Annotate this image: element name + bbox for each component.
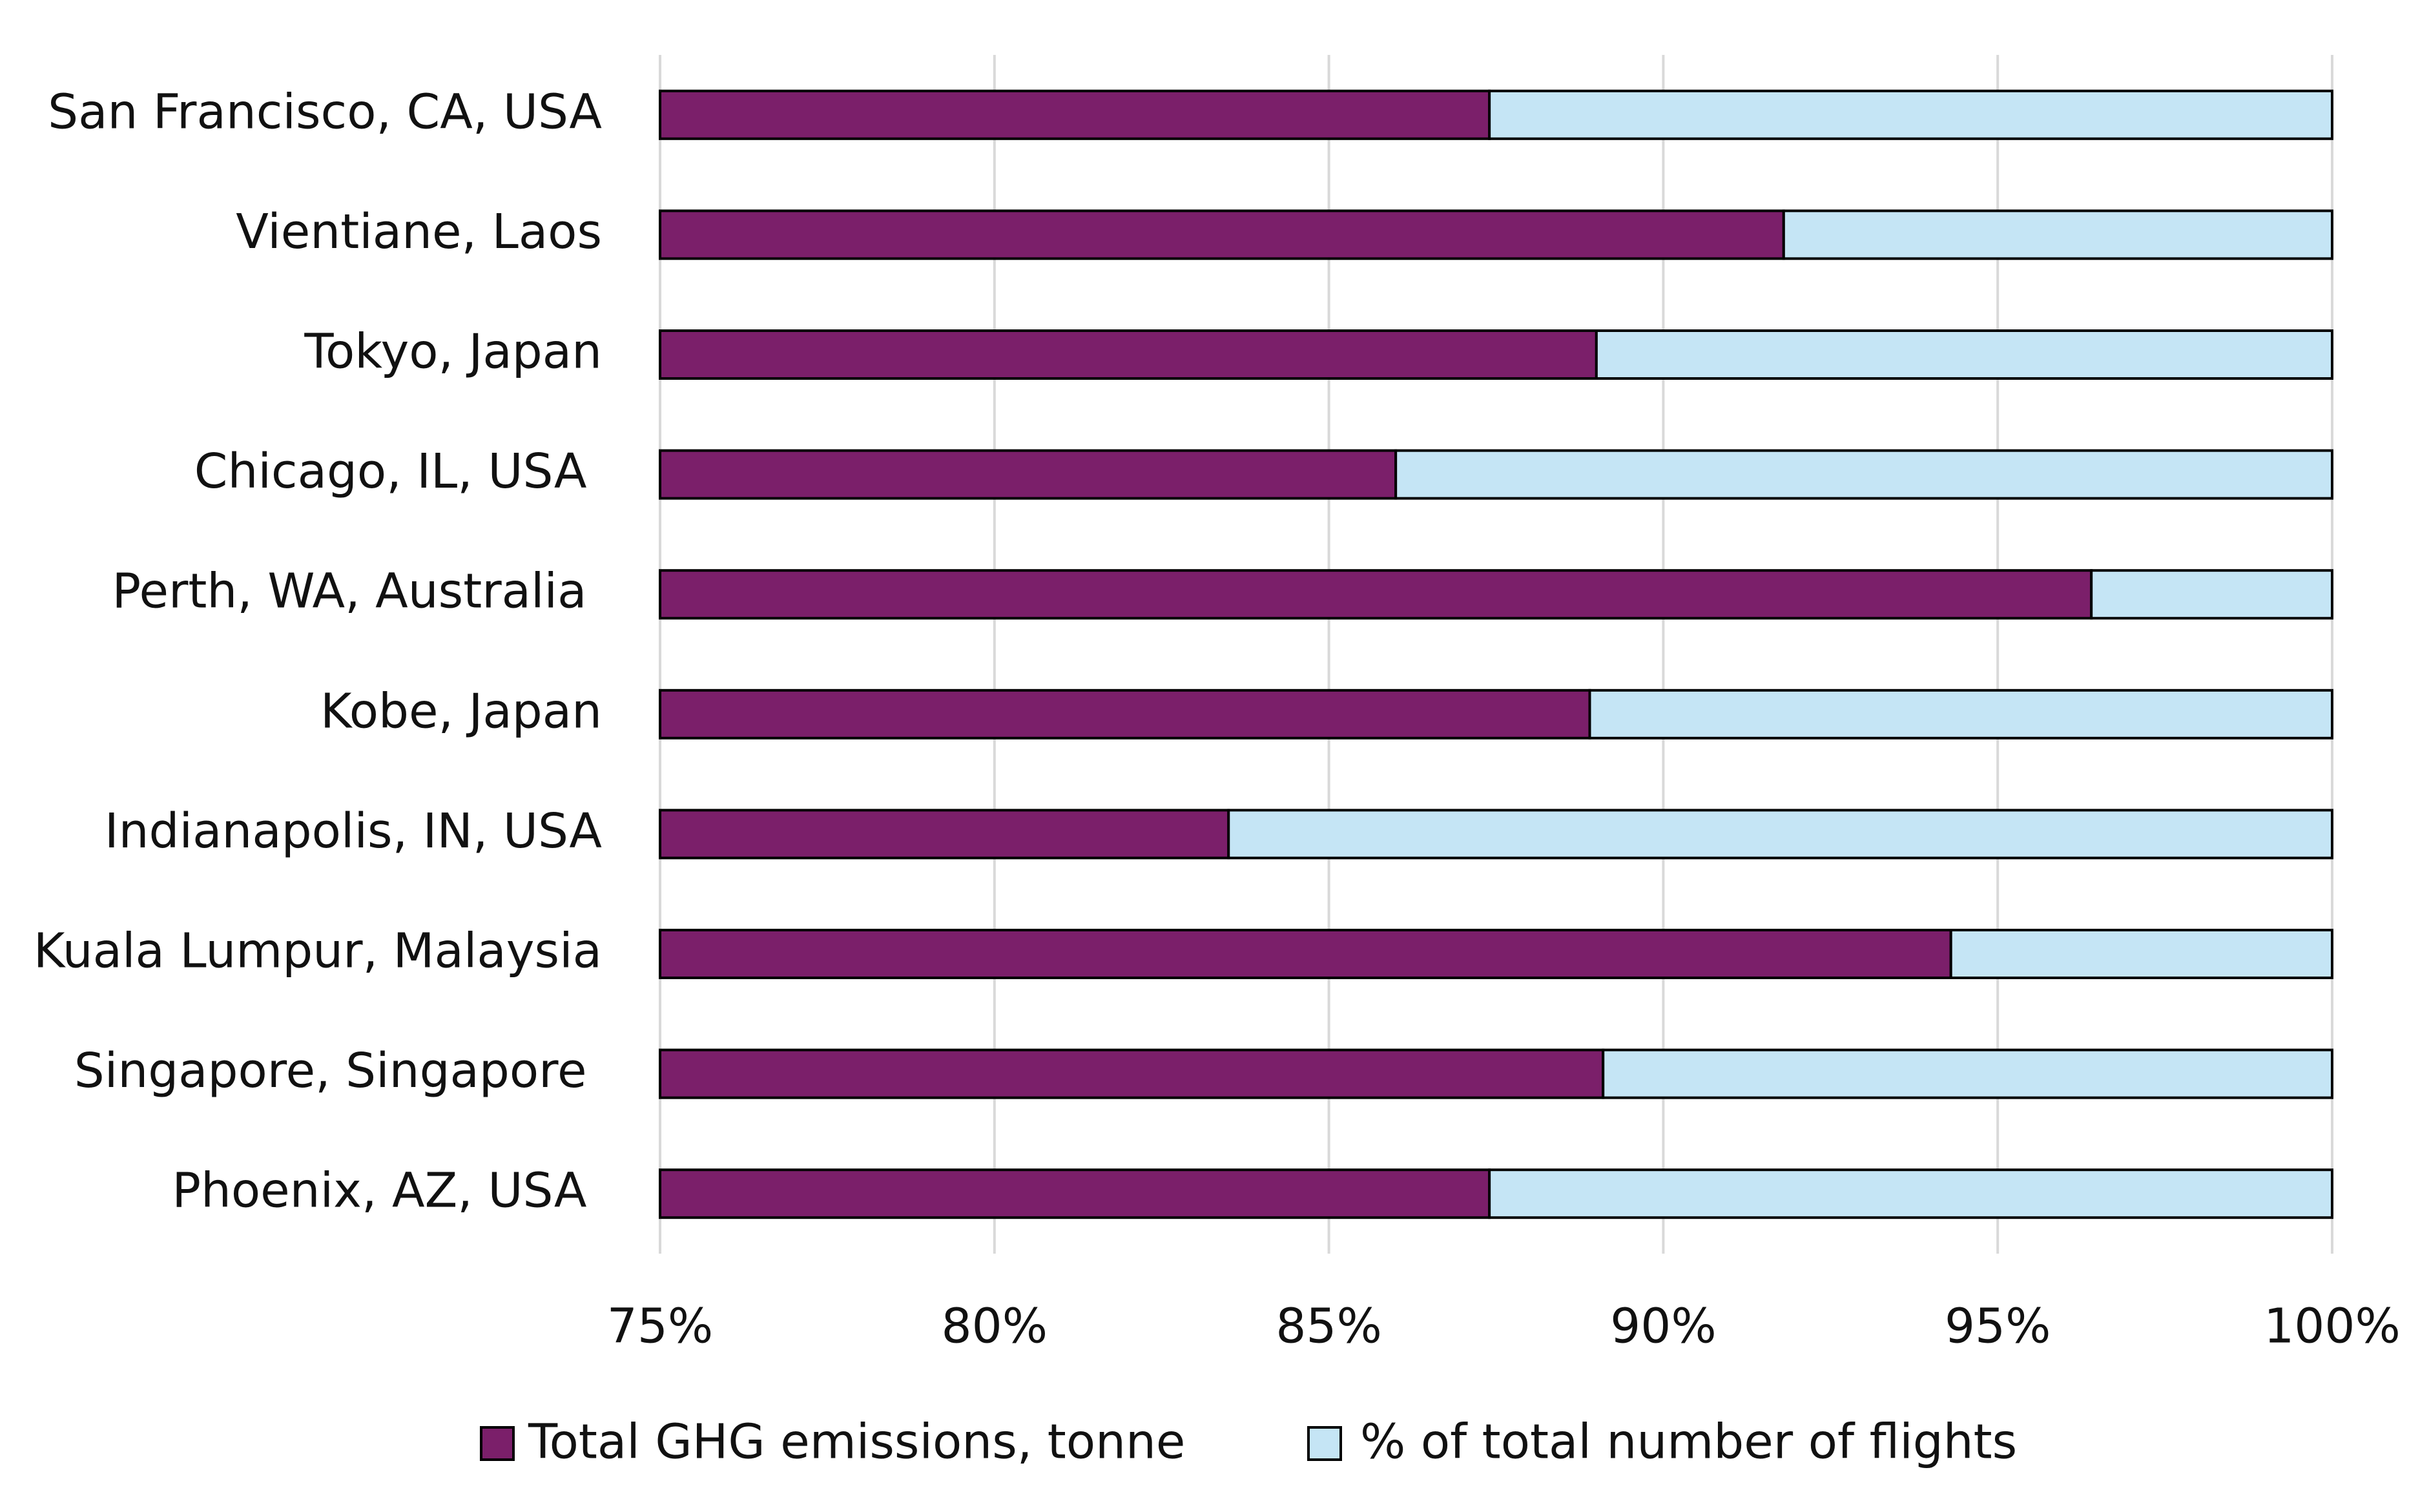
y-tick-label: Tokyo, Japan (304, 324, 602, 380)
bar-segment (1588, 689, 2333, 740)
y-tick-label: San Francisco, CA, USA (48, 84, 602, 140)
x-tick-label: 95% (1945, 1299, 2051, 1354)
y-tick-label: Kobe, Japan (320, 683, 602, 739)
y-tick-label: Singapore, Singapore (74, 1043, 602, 1099)
bar-segment (659, 1048, 1605, 1099)
bar-segment (659, 449, 1398, 500)
bar-segment (1595, 329, 2334, 380)
bar-segment (1488, 89, 2333, 140)
bar-segment (2090, 569, 2334, 620)
bar-segment (659, 89, 1491, 140)
y-tick-label: Vientiane, Laos (236, 204, 602, 260)
bar-segment (659, 209, 1785, 260)
bar-segment (1488, 1168, 2333, 1219)
x-tick-label: 85% (1276, 1299, 1381, 1354)
legend-swatch (1307, 1426, 1342, 1461)
bar-segment (1227, 809, 2333, 860)
bar-segment (659, 329, 1598, 380)
bar-segment (659, 689, 1591, 740)
bar-segment (659, 1168, 1491, 1219)
y-tick-label: Kuala Lumpur, Malaysia (34, 924, 602, 979)
y-tick-label: Chicago, IL, USA (194, 444, 602, 499)
y-tick-label: Perth, WA, Australia (112, 564, 602, 619)
bar-segment (659, 569, 2093, 620)
bar-segment (659, 809, 1230, 860)
bar-segment (659, 929, 1952, 979)
x-tick-label: 75% (607, 1299, 713, 1354)
x-tick-label: 80% (942, 1299, 1048, 1354)
x-tick-label: 90% (1610, 1299, 1716, 1354)
x-tick-label: 100% (2264, 1299, 2401, 1354)
legend-label: Total GHG emissions, tonne (528, 1414, 1185, 1470)
y-tick-label: Phoenix, AZ, USA (172, 1163, 602, 1219)
bar-segment (1602, 1048, 2333, 1099)
bar-segment (1394, 449, 2333, 500)
bar-segment (1782, 209, 2334, 260)
legend-label: % of total number of flights (1360, 1414, 2017, 1470)
y-tick-label: Indianapolis, IN, USA (105, 803, 603, 859)
legend-swatch (480, 1426, 515, 1461)
bar-segment (1949, 929, 2333, 979)
